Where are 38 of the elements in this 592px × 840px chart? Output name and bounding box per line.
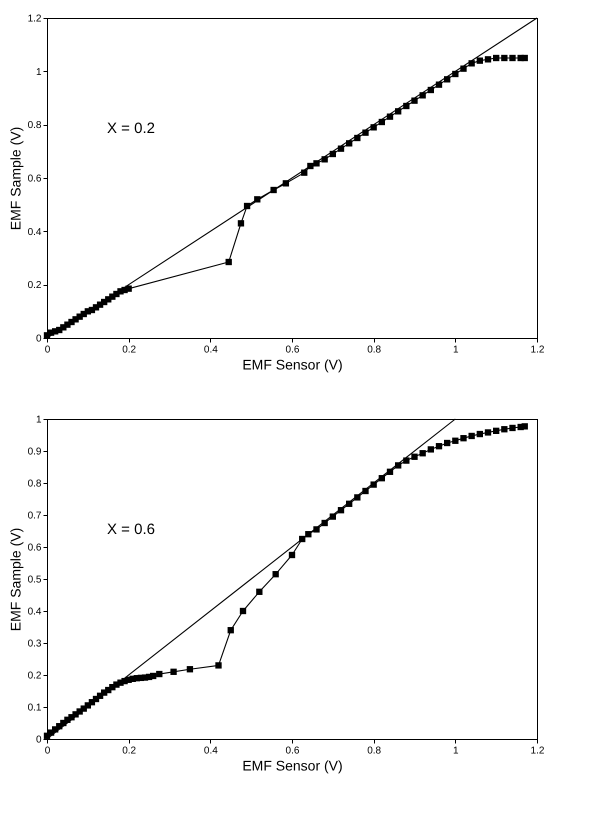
x-tick-label: 1 (453, 344, 460, 356)
y-tick-label: 0.3 (28, 638, 42, 650)
y-tick-label: 0.2 (28, 670, 42, 682)
y-tick-label: 1 (36, 414, 42, 426)
x-tick-label: 1.2 (530, 344, 545, 356)
annotation: X = 0.6 (107, 521, 155, 538)
y-tick-label: 0.8 (28, 478, 42, 490)
x-tick-label: 0 (44, 746, 51, 756)
x-tick-label: 0 (44, 344, 51, 356)
x-tick-label: 0.6 (286, 746, 300, 756)
y-tick-label: 0.5 (28, 574, 42, 586)
y-tick-label: 0.6 (28, 542, 42, 554)
y-tick-label: 0.6 (28, 174, 42, 184)
y-tick-label: 0 (36, 734, 42, 746)
y-tick-label: 0.7 (28, 510, 42, 522)
x-tick-label: 0.2 (122, 344, 137, 356)
annotation: X = 0.2 (107, 120, 155, 137)
x-tick-label: 0.4 (204, 746, 218, 756)
y-tick-label: 0.9 (28, 446, 42, 458)
x-tick-label: 1 (453, 746, 460, 756)
x-tick-label: 0.4 (204, 344, 218, 356)
x-tick-label: 0.8 (367, 344, 382, 356)
y-tick-label: 0.4 (28, 606, 42, 618)
y-tick-label: 0 (36, 334, 42, 344)
y-axis-title: EMF Sample (V) (8, 126, 24, 230)
x-axis-title: EMF Sensor (V) (242, 758, 343, 774)
x-tick-label: 0.6 (286, 344, 300, 356)
y-axis-title: EMF Sample (V) (8, 528, 24, 632)
x-axis-title: EMF Sensor (V) (242, 356, 343, 372)
y-tick-label: 0.2 (28, 280, 42, 292)
y-tick-label: 1 (36, 66, 42, 78)
y-tick-label: 0.1 (28, 702, 42, 714)
y-tick-label: 0.4 (28, 226, 42, 238)
x-tick-label: 1.2 (530, 746, 545, 756)
x-tick-label: 0.8 (367, 746, 382, 756)
y-tick-label: 1.2 (28, 14, 42, 24)
x-tick-label: 0.2 (122, 746, 137, 756)
y-tick-label: 0.8 (28, 120, 42, 132)
